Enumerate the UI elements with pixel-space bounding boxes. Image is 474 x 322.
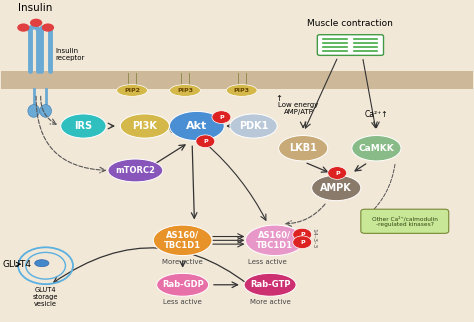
Text: ↑: ↑ bbox=[275, 94, 282, 103]
Text: 14-3-3: 14-3-3 bbox=[311, 228, 316, 249]
Circle shape bbox=[293, 236, 312, 249]
Circle shape bbox=[293, 228, 312, 241]
Text: IRS: IRS bbox=[74, 121, 92, 131]
Ellipse shape bbox=[154, 225, 212, 256]
Ellipse shape bbox=[230, 114, 277, 138]
Ellipse shape bbox=[156, 273, 209, 296]
Text: P: P bbox=[300, 232, 304, 237]
Text: P: P bbox=[203, 139, 208, 144]
Text: PIP3: PIP3 bbox=[177, 88, 193, 93]
Circle shape bbox=[328, 167, 346, 179]
Text: Less active: Less active bbox=[248, 259, 287, 265]
Ellipse shape bbox=[246, 225, 304, 256]
Text: Less active: Less active bbox=[163, 299, 202, 305]
Ellipse shape bbox=[227, 85, 257, 96]
Circle shape bbox=[30, 19, 42, 27]
Text: GLUT4: GLUT4 bbox=[2, 260, 31, 269]
Circle shape bbox=[17, 24, 29, 32]
Circle shape bbox=[196, 135, 215, 147]
Text: PIP2: PIP2 bbox=[124, 88, 140, 93]
Ellipse shape bbox=[244, 273, 296, 296]
Text: Rab-GDP: Rab-GDP bbox=[162, 280, 203, 289]
Text: AS160/
TBC1D1: AS160/ TBC1D1 bbox=[256, 231, 293, 250]
Ellipse shape bbox=[169, 111, 224, 141]
FancyBboxPatch shape bbox=[318, 35, 383, 55]
Text: Muscle contraction: Muscle contraction bbox=[308, 19, 393, 28]
Text: GLUT4
storage
vesicle: GLUT4 storage vesicle bbox=[33, 287, 58, 307]
Text: mTORC2: mTORC2 bbox=[115, 166, 155, 175]
Text: PIP3: PIP3 bbox=[234, 88, 250, 93]
Text: AS160/
TBC1D1: AS160/ TBC1D1 bbox=[164, 231, 201, 250]
Circle shape bbox=[42, 24, 54, 32]
Text: Low energy
AMP/ATP: Low energy AMP/ATP bbox=[278, 102, 319, 115]
Text: PI3K: PI3K bbox=[132, 121, 157, 131]
Ellipse shape bbox=[61, 114, 106, 138]
Ellipse shape bbox=[117, 85, 147, 96]
Ellipse shape bbox=[108, 159, 163, 182]
Text: More active: More active bbox=[250, 299, 291, 305]
Ellipse shape bbox=[170, 85, 201, 96]
Text: P: P bbox=[335, 171, 339, 175]
FancyBboxPatch shape bbox=[0, 71, 474, 89]
Text: More active: More active bbox=[162, 259, 203, 265]
Ellipse shape bbox=[35, 260, 49, 267]
Ellipse shape bbox=[120, 114, 169, 138]
Circle shape bbox=[212, 111, 231, 123]
Text: Insulin: Insulin bbox=[18, 3, 52, 13]
Text: LKB1: LKB1 bbox=[289, 143, 317, 153]
Text: P: P bbox=[219, 115, 224, 119]
Ellipse shape bbox=[279, 136, 328, 161]
Ellipse shape bbox=[312, 175, 361, 201]
Text: Akt: Akt bbox=[186, 121, 208, 131]
Text: P: P bbox=[300, 240, 304, 245]
Ellipse shape bbox=[28, 105, 40, 117]
Ellipse shape bbox=[352, 136, 401, 161]
Text: Ca²⁺↑: Ca²⁺↑ bbox=[365, 110, 388, 119]
Text: CaMKK: CaMKK bbox=[358, 144, 394, 153]
Text: Rab-GTP: Rab-GTP bbox=[250, 280, 291, 289]
Text: AMPK: AMPK bbox=[320, 183, 352, 193]
Text: Insulin
receptor: Insulin receptor bbox=[55, 48, 84, 61]
Text: PDK1: PDK1 bbox=[239, 121, 268, 131]
Ellipse shape bbox=[40, 105, 52, 117]
FancyBboxPatch shape bbox=[361, 209, 449, 233]
Text: Other Ca²⁺/calmodulin
-regulated kinases?: Other Ca²⁺/calmodulin -regulated kinases… bbox=[372, 216, 438, 227]
